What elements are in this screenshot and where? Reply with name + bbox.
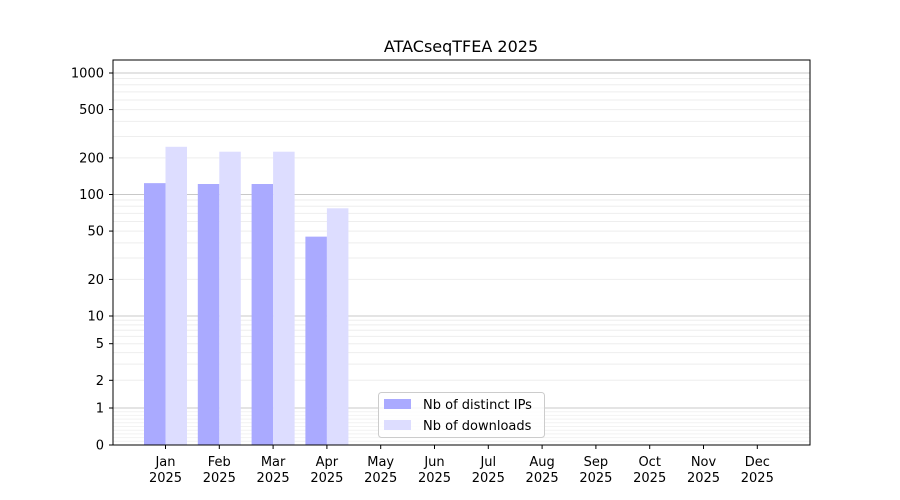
y-tick-label: 10	[87, 310, 104, 325]
x-tick-label: May 2025	[364, 455, 397, 486]
y-tick-label: 2	[96, 374, 104, 389]
x-tick-label: Sep 2025	[579, 455, 612, 486]
x-tick-label: Mar 2025	[257, 455, 290, 486]
x-tick-label: Jun 2025	[418, 455, 451, 486]
legend-swatch	[384, 420, 411, 430]
x-tick-label: Dec 2025	[741, 455, 774, 486]
bar-distinct-ips	[251, 184, 274, 446]
y-tick-label: 100	[79, 188, 104, 203]
y-tick-label: 5	[96, 337, 104, 352]
y-tick-label: 50	[87, 225, 104, 240]
x-tick-label: Aug 2025	[526, 455, 559, 486]
x-tick-label: Feb 2025	[203, 455, 236, 486]
legend: Nb of distinct IPs Nb of downloads	[378, 392, 545, 438]
bar-downloads	[326, 208, 349, 445]
bar-distinct-ips	[144, 183, 166, 445]
plot-frame	[112, 59, 811, 446]
y-tick-label: 20	[87, 273, 104, 288]
x-tick-label: Apr 2025	[310, 455, 343, 486]
bar-downloads	[273, 151, 295, 445]
x-tick-label: Oct 2025	[633, 455, 666, 486]
bar-downloads	[165, 146, 187, 445]
y-tick-label: 1	[96, 402, 104, 417]
chart-title: ATACseqTFEA 2025	[384, 37, 538, 56]
legend-label: Nb of downloads	[423, 419, 532, 434]
bar-distinct-ips	[305, 236, 327, 445]
bar-downloads	[219, 151, 241, 445]
y-tick-label: 200	[79, 151, 104, 166]
legend-swatch	[384, 399, 411, 409]
y-tick-label: 500	[79, 103, 104, 118]
y-tick-label: 1000	[71, 67, 104, 82]
legend-box	[378, 392, 545, 438]
x-tick-label: Jul 2025	[472, 455, 505, 486]
bar-distinct-ips	[197, 184, 220, 446]
y-tick-label: 0	[96, 439, 104, 454]
x-tick-label: Jan 2025	[149, 455, 182, 486]
x-tick-label: Nov 2025	[687, 455, 720, 486]
legend-label: Nb of distinct IPs	[423, 398, 532, 413]
